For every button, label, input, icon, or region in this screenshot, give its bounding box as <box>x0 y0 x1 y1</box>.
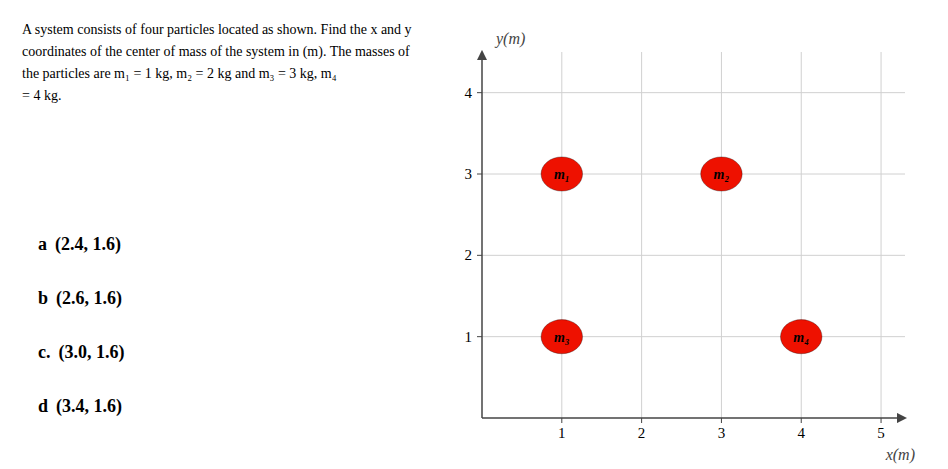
y-tick-label: 4 <box>465 85 473 101</box>
particle <box>541 157 583 191</box>
question-line: = 4 kg. <box>22 88 61 103</box>
choice: b (2.6, 1.6) <box>38 288 122 309</box>
grid-line <box>482 255 905 256</box>
choice-text: (3.0, 1.6) <box>59 342 125 363</box>
y-tick <box>477 336 482 337</box>
particle-label: m₃ <box>554 330 570 345</box>
x-tick-label: 2 <box>638 425 646 441</box>
choice: a (2.4, 1.6) <box>38 234 121 255</box>
choice: c. (3.0, 1.6) <box>38 342 125 363</box>
x-tick-label: 1 <box>558 425 566 441</box>
y-tick <box>477 92 482 93</box>
x-tick <box>801 418 802 423</box>
x-tick <box>881 418 882 423</box>
y-tick <box>477 174 482 175</box>
particle <box>701 157 743 191</box>
y-tick <box>477 255 482 256</box>
y-axis <box>481 52 483 418</box>
x-axis-label: x(m) <box>885 446 915 464</box>
choice-text: (2.4, 1.6) <box>55 234 121 255</box>
choice-label: c. <box>38 342 51 362</box>
particles <box>541 157 822 354</box>
y-tick-label: 1 <box>465 329 473 345</box>
choice-label: a <box>38 234 47 254</box>
particle <box>780 320 822 354</box>
particle-label: m₄ <box>793 330 809 345</box>
y-axis-label: y(m) <box>494 30 525 48</box>
choice-text: (3.4, 1.6) <box>56 396 122 417</box>
question-line: the particles are m₁ = 1 kg, m₂ = 2 kg a… <box>22 66 337 81</box>
grid-line <box>641 52 642 418</box>
choice: d (3.4, 1.6) <box>38 396 122 417</box>
x-axis <box>482 417 905 419</box>
x-tick-label: 3 <box>718 425 726 441</box>
x-tick <box>641 418 642 423</box>
question-line: coordinates of the center of mass of the… <box>22 44 410 60</box>
grid-line <box>881 52 882 418</box>
x-tick <box>721 418 722 423</box>
question-line: A system consists of four particles loca… <box>22 22 412 37</box>
particle <box>541 320 583 354</box>
particle-label: m₂ <box>714 167 730 182</box>
grid-line <box>801 52 802 418</box>
choice-label: d <box>38 396 48 416</box>
grid-line <box>482 92 905 93</box>
choice-label: b <box>38 288 48 308</box>
choice-text: (2.6, 1.6) <box>56 288 122 309</box>
particle-label: m₁ <box>554 167 570 182</box>
x-tick-label: 4 <box>797 425 805 441</box>
chart: A system consists of four particles loca… <box>0 0 948 469</box>
y-tick-label: 2 <box>465 247 473 263</box>
x-tick <box>561 418 562 423</box>
grid-line <box>561 52 562 418</box>
x-tick-label: 5 <box>877 425 885 441</box>
y-tick-label: 3 <box>465 166 473 182</box>
grid-line <box>721 52 722 418</box>
